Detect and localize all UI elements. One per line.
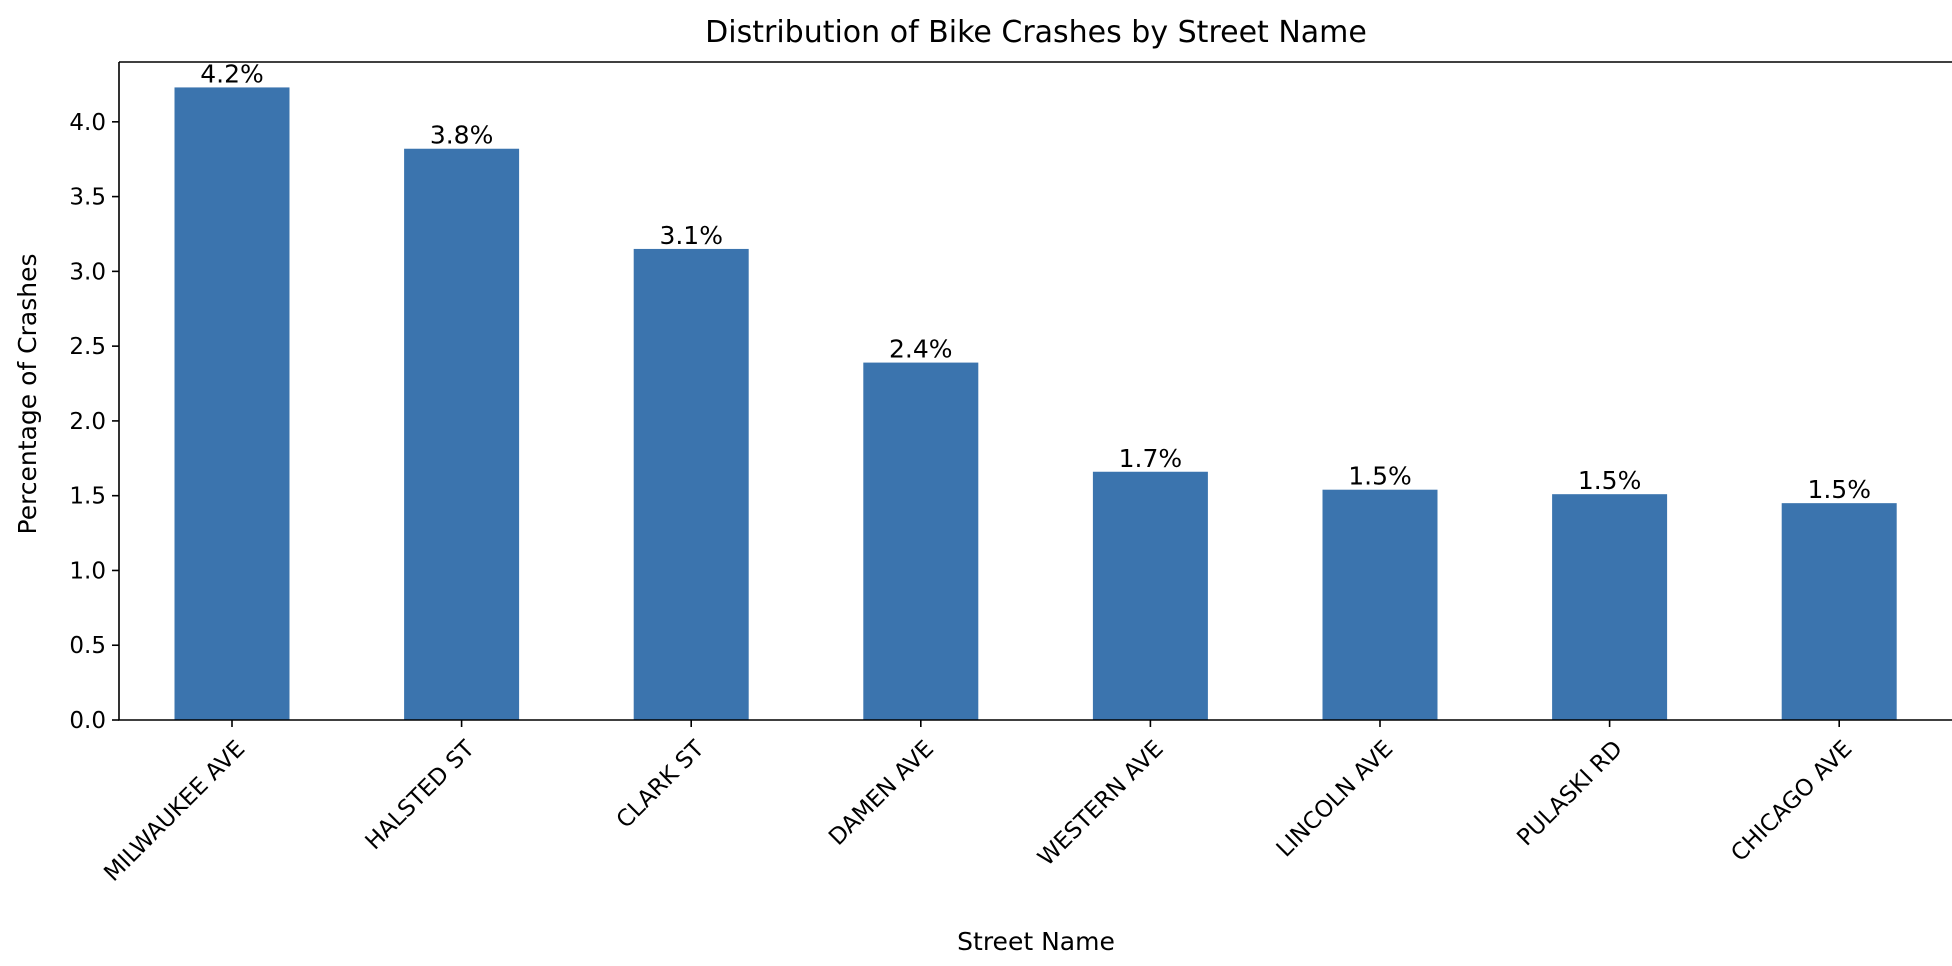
bar-chicago-ave [1781,503,1897,720]
chart-title: Distribution of Bike Crashes by Street N… [705,15,1367,50]
bars [174,87,1897,721]
x-tick-label: CLARK ST [612,735,710,833]
bar-value-label: 4.2% [200,59,264,88]
y-tick-label: 3.0 [69,259,106,285]
y-tick-label: 3.5 [69,185,106,211]
y-tick-label: 1.5 [69,484,106,510]
bar-value-label: 3.8% [430,121,494,150]
bar-damen-ave [863,362,979,720]
x-axis: MILWAUKEE AVE HALSTED ST CLARK ST DAMEN AVE… [99,720,1857,887]
bar-value-label: 3.1% [659,221,723,250]
plot-frame [118,61,1952,721]
bar-halsted-st [404,148,520,721]
y-tick-label: 0.5 [69,633,106,659]
bar-value-labels: 4.2% 3.8% 3.1% 2.4% 1.7% 1.5% 1.5% 1.5% [200,59,1871,504]
y-tick-label: 4.0 [69,110,106,136]
x-tick-label: WESTERN AVE [1033,736,1168,871]
x-tick-label: HALSTED ST [361,735,481,855]
bar-western-ave [1092,471,1208,720]
bar-lincoln-ave [1322,489,1438,720]
x-axis-label: Street Name [957,927,1115,956]
x-tick-label: LINCOLN AVE [1272,736,1398,862]
y-axis-label: Percentage of Crashes [13,254,42,535]
bar-value-label: 1.5% [1578,466,1642,495]
y-axis: 0.0 0.5 1.0 1.5 2.0 2.5 3.0 3.5 4.0 [69,110,119,734]
bar-milwaukee-ave [174,87,290,720]
bar-pulaski-rd [1552,494,1668,720]
x-tick-label: MILWAUKEE AVE [99,736,250,887]
bar-value-label: 1.5% [1348,462,1412,491]
x-tick-label: DAMEN AVE [824,736,939,851]
y-tick-label: 0.0 [69,708,106,734]
bar-value-label: 1.7% [1119,444,1183,473]
y-tick-label: 2.0 [69,409,106,435]
y-tick-label: 1.0 [69,558,106,584]
x-tick-label: PULASKI RD [1512,736,1627,851]
bar-value-label: 2.4% [889,335,953,364]
x-tick-label: CHICAGO AVE [1726,736,1857,867]
y-tick-label: 2.5 [69,334,106,360]
bar-clark-st [633,248,749,720]
bar-value-label: 1.5% [1807,475,1871,504]
